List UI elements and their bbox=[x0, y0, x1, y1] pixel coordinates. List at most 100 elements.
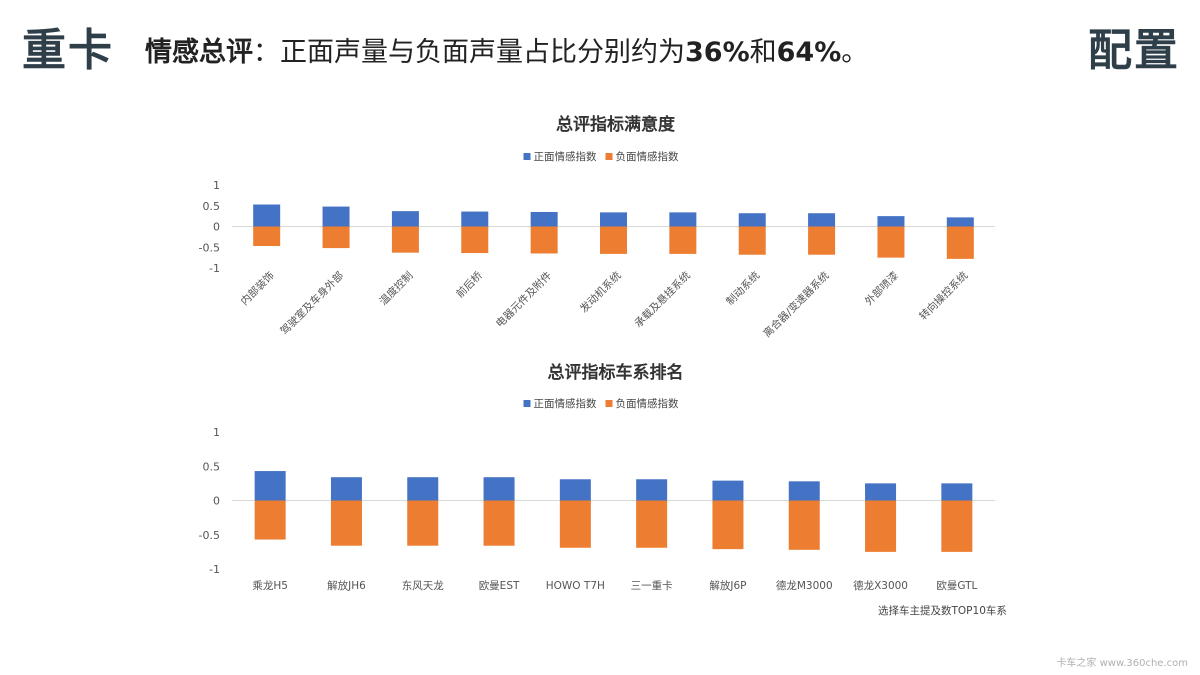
chart-legend: 正面情感指数 负面情感指数 bbox=[523, 150, 679, 163]
category-label: 发动机系统 bbox=[577, 269, 624, 316]
bar-negative bbox=[865, 500, 897, 552]
section-tag: 配置 bbox=[1088, 25, 1180, 76]
y-tick-label: 0.5 bbox=[203, 200, 221, 213]
category-label: 制动系统 bbox=[723, 269, 762, 308]
category-label: HOWO T7H bbox=[546, 580, 605, 592]
bar-positive bbox=[941, 483, 973, 501]
bar-positive bbox=[877, 216, 905, 227]
bar-positive bbox=[530, 211, 558, 227]
y-tick-label: 0.5 bbox=[203, 460, 221, 473]
category-label: 解放JH6 bbox=[327, 579, 366, 592]
category-label: 德龙M3000 bbox=[776, 579, 833, 592]
bar-negative bbox=[669, 226, 697, 254]
bar-negative bbox=[391, 226, 419, 253]
category-label: 三一重卡 bbox=[631, 579, 673, 592]
bar-negative bbox=[877, 226, 905, 258]
category-label: 前后桥 bbox=[453, 269, 485, 301]
category-label: 德龙X3000 bbox=[853, 579, 908, 592]
headline-and: 和 bbox=[749, 37, 777, 68]
bar-negative bbox=[808, 226, 836, 255]
bar-negative bbox=[636, 500, 668, 548]
bar-positive bbox=[946, 217, 974, 227]
bar-positive bbox=[788, 481, 820, 501]
bar-negative bbox=[530, 226, 558, 254]
y-tick-label: 1 bbox=[213, 426, 220, 439]
bar-negative bbox=[788, 500, 820, 550]
chart-title: 总评指标车系排名 bbox=[548, 362, 684, 383]
y-tick-label: 0 bbox=[213, 221, 220, 234]
category-label: 乘龙H5 bbox=[252, 579, 288, 592]
chart-title: 总评指标满意度 bbox=[556, 114, 676, 135]
bar-negative bbox=[738, 226, 766, 255]
brand-title: 重卡 bbox=[22, 25, 114, 76]
bar-negative bbox=[559, 500, 591, 548]
category-label: 电器元件及附件 bbox=[493, 269, 554, 330]
bar-positive bbox=[865, 483, 897, 501]
bar-positive bbox=[600, 212, 627, 227]
bar-negative bbox=[253, 226, 281, 247]
bar-positive bbox=[483, 477, 515, 501]
headline-text: 正面声量与负面声量占比分别约为 bbox=[280, 37, 685, 68]
negative-percent: 64% bbox=[776, 37, 842, 68]
bar-positive bbox=[461, 211, 489, 227]
bar-positive bbox=[254, 471, 286, 501]
category-label: 欧曼EST bbox=[479, 580, 520, 592]
bar-positive bbox=[669, 212, 697, 227]
bar-positive bbox=[330, 477, 362, 501]
y-tick-label: -0.5 bbox=[199, 241, 220, 254]
legend-label: 负面情感指数 bbox=[616, 397, 679, 410]
chart-legend: 正面情感指数 负面情感指数 bbox=[523, 397, 679, 410]
category-label: 温度控制 bbox=[377, 269, 416, 308]
category-label: 外部喷漆 bbox=[862, 269, 901, 308]
footnote: 选择车主提及数TOP10车系 bbox=[878, 605, 1007, 617]
bar-negative bbox=[600, 226, 627, 254]
bar-positive bbox=[712, 480, 744, 501]
bar-negative bbox=[407, 500, 439, 546]
legend-swatch bbox=[523, 400, 531, 407]
category-label: 承载及悬挂系统 bbox=[632, 269, 694, 331]
category-label: 解放J6P bbox=[709, 579, 746, 592]
bar-positive bbox=[391, 211, 419, 227]
bar-positive bbox=[407, 477, 439, 501]
bar-negative bbox=[483, 500, 515, 546]
bar-negative bbox=[461, 226, 489, 254]
y-tick-label: 1 bbox=[213, 179, 220, 192]
category-label: 转向操控系统 bbox=[917, 269, 971, 323]
bar-negative bbox=[322, 226, 350, 249]
bar-positive bbox=[559, 479, 591, 501]
legend-label: 正面情感指数 bbox=[534, 397, 597, 410]
watermark: 卡车之家 www.360che.com bbox=[1056, 658, 1188, 669]
y-tick-label: -1 bbox=[209, 262, 220, 275]
bar-positive bbox=[253, 204, 281, 227]
legend-swatch bbox=[605, 400, 613, 407]
category-label: 东风天龙 bbox=[402, 579, 444, 592]
headline-end: 。 bbox=[841, 37, 869, 68]
legend-label: 负面情感指数 bbox=[616, 150, 679, 163]
bar-negative bbox=[941, 500, 973, 552]
bar-negative bbox=[712, 500, 744, 550]
positive-percent: 36% bbox=[685, 37, 750, 68]
category-label: 欧曼GTL bbox=[936, 580, 977, 592]
bar-positive bbox=[738, 213, 766, 227]
y-tick-label: -1 bbox=[209, 563, 220, 576]
category-label: 内部装饰 bbox=[238, 269, 277, 308]
bar-negative bbox=[330, 500, 362, 546]
bar-negative bbox=[254, 500, 286, 540]
headline: 情感总评：正面声量与负面声量占比分别约为36%和64%。 bbox=[145, 30, 868, 69]
headline-label: 情感总评 bbox=[145, 37, 253, 68]
bar-positive bbox=[322, 206, 350, 227]
legend-label: 正面情感指数 bbox=[534, 150, 597, 163]
category-label: 离合器/变速器系统 bbox=[761, 269, 832, 340]
headline-separator: ： bbox=[253, 37, 280, 68]
legend-swatch bbox=[605, 153, 613, 160]
y-tick-label: 0 bbox=[213, 495, 220, 508]
category-label: 驾驶室及车身外部 bbox=[278, 269, 347, 338]
bar-positive bbox=[636, 479, 668, 501]
legend-swatch bbox=[523, 153, 531, 160]
bar-positive bbox=[808, 213, 836, 227]
bar-negative bbox=[946, 226, 974, 259]
